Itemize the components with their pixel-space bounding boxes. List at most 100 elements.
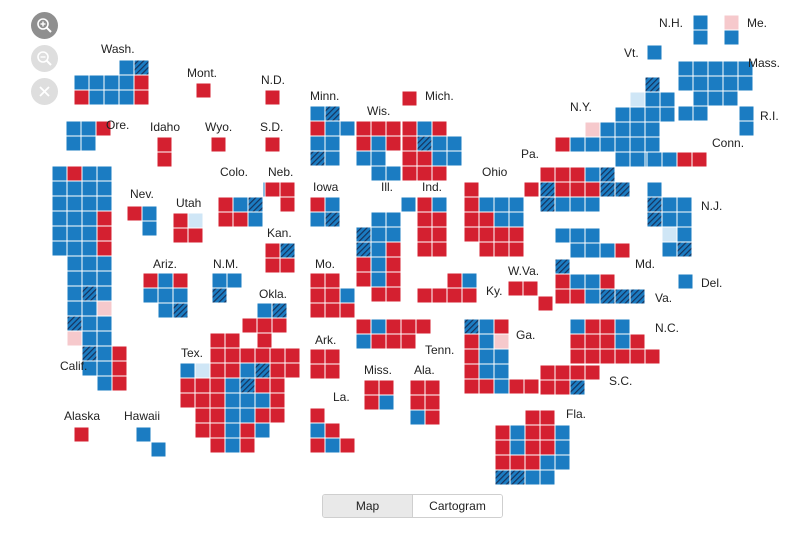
district-tile-nm[interactable] — [226, 272, 243, 289]
district-tile-ny[interactable] — [644, 91, 661, 108]
district-tile-mich[interactable] — [401, 90, 418, 107]
district-tile-wash[interactable] — [118, 74, 135, 91]
district-tile-ky[interactable] — [431, 287, 448, 304]
district-tile-ohio[interactable] — [463, 211, 480, 228]
district-tile-tex[interactable] — [209, 377, 226, 394]
district-tile-nev[interactable] — [126, 205, 143, 222]
district-tile-ny[interactable] — [629, 136, 646, 153]
district-tile-sc[interactable] — [569, 379, 586, 396]
district-tile-ill[interactable] — [370, 286, 387, 303]
district-tile-ill[interactable] — [385, 286, 402, 303]
district-tile-ill[interactable] — [370, 271, 387, 288]
district-tile-va[interactable] — [554, 273, 571, 290]
district-tile-pa[interactable] — [584, 181, 601, 198]
district-tile-ga[interactable] — [478, 333, 495, 350]
district-tile-ala[interactable] — [409, 409, 426, 426]
district-tile-mich[interactable] — [431, 165, 448, 182]
district-tile-ohio[interactable] — [478, 241, 495, 258]
district-tile-mass[interactable] — [692, 60, 709, 77]
district-tile-wash[interactable] — [133, 89, 150, 106]
district-tile-mo[interactable] — [309, 302, 326, 319]
district-tile-nj[interactable] — [676, 226, 693, 243]
district-tile-la[interactable] — [309, 437, 326, 454]
district-tile-ohio[interactable] — [463, 196, 480, 213]
district-tile-calif[interactable] — [51, 210, 68, 227]
district-tile-mo[interactable] — [309, 287, 326, 304]
district-tile-pa[interactable] — [599, 166, 616, 183]
district-tile-nm[interactable] — [211, 272, 228, 289]
district-tile-minn[interactable] — [309, 150, 326, 167]
district-tile-tenn[interactable] — [370, 318, 387, 335]
district-tile-ill[interactable] — [385, 226, 402, 243]
district-tile-wis[interactable] — [385, 165, 402, 182]
district-tile-calif[interactable] — [96, 240, 113, 257]
district-tile-hawaii[interactable] — [150, 441, 167, 458]
district-tile-tex[interactable] — [269, 392, 286, 409]
district-tile-calif[interactable] — [111, 375, 128, 392]
district-tile-sc[interactable] — [539, 379, 556, 396]
district-tile-pa[interactable] — [584, 166, 601, 183]
district-tile-calif[interactable] — [96, 315, 113, 332]
district-tile-ill[interactable] — [400, 196, 417, 213]
district-tile-wash[interactable] — [133, 74, 150, 91]
district-tile-mich[interactable] — [431, 135, 448, 152]
district-tile-ill[interactable] — [355, 271, 372, 288]
district-tile-nc[interactable] — [614, 348, 631, 365]
district-tile-neb[interactable] — [279, 181, 296, 198]
district-tile-ky[interactable] — [461, 272, 478, 289]
district-tile-va[interactable] — [614, 288, 631, 305]
district-tile-tex[interactable] — [209, 437, 226, 454]
district-tile-minn[interactable] — [309, 120, 326, 137]
district-tile-tex[interactable] — [209, 392, 226, 409]
district-tile-ga[interactable] — [478, 378, 495, 395]
district-tile-fla[interactable] — [509, 439, 526, 456]
district-tile-wash[interactable] — [133, 59, 150, 76]
district-tile-minn[interactable] — [309, 135, 326, 152]
district-tile-calif[interactable] — [111, 345, 128, 362]
district-tile-sc[interactable] — [569, 364, 586, 381]
district-tile-ariz[interactable] — [157, 302, 174, 319]
district-tile-mass[interactable] — [677, 75, 694, 92]
district-tile-ariz[interactable] — [172, 272, 189, 289]
district-tile-wis[interactable] — [355, 135, 372, 152]
district-tile-ky[interactable] — [446, 287, 463, 304]
district-tile-md[interactable] — [584, 227, 601, 244]
district-tile-calif[interactable] — [66, 285, 83, 302]
district-tile-ariz[interactable] — [172, 302, 189, 319]
district-tile-calif[interactable] — [81, 180, 98, 197]
district-tile-nev[interactable] — [141, 205, 158, 222]
district-tile-calif[interactable] — [96, 210, 113, 227]
district-tile-tenn[interactable] — [370, 333, 387, 350]
district-tile-calif[interactable] — [96, 255, 113, 272]
district-tile-nj[interactable] — [676, 211, 693, 228]
district-tile-conn[interactable] — [676, 151, 693, 168]
district-tile-tex[interactable] — [239, 422, 256, 439]
district-tile-ill[interactable] — [385, 271, 402, 288]
district-tile-alaska[interactable] — [73, 426, 90, 443]
district-tile-ga[interactable] — [463, 348, 480, 365]
district-tile-ga[interactable] — [493, 348, 510, 365]
district-tile-tex[interactable] — [254, 377, 271, 394]
district-tile-miss[interactable] — [378, 379, 395, 396]
district-tile-neb[interactable] — [264, 181, 281, 198]
district-tile-okla[interactable] — [256, 302, 273, 319]
district-tile-va[interactable] — [569, 273, 586, 290]
district-tile-wis[interactable] — [370, 150, 387, 167]
district-tile-ny[interactable] — [599, 121, 616, 138]
district-tile-calif[interactable] — [81, 225, 98, 242]
district-tile-ny[interactable] — [659, 91, 676, 108]
district-tile-va[interactable] — [629, 288, 646, 305]
district-tile-ill[interactable] — [370, 211, 387, 228]
district-tile-tex[interactable] — [224, 347, 241, 364]
district-tile-okla[interactable] — [271, 317, 288, 334]
district-tile-tex[interactable] — [239, 392, 256, 409]
district-tile-ore[interactable] — [80, 120, 97, 137]
district-tile-va[interactable] — [584, 288, 601, 305]
district-tile-pa[interactable] — [569, 181, 586, 198]
district-tile-calif[interactable] — [96, 225, 113, 242]
district-tile-tex[interactable] — [269, 377, 286, 394]
district-tile-ny[interactable] — [614, 151, 631, 168]
district-tile-calif[interactable] — [51, 180, 68, 197]
district-tile-va[interactable] — [569, 288, 586, 305]
district-tile-calif[interactable] — [66, 240, 83, 257]
